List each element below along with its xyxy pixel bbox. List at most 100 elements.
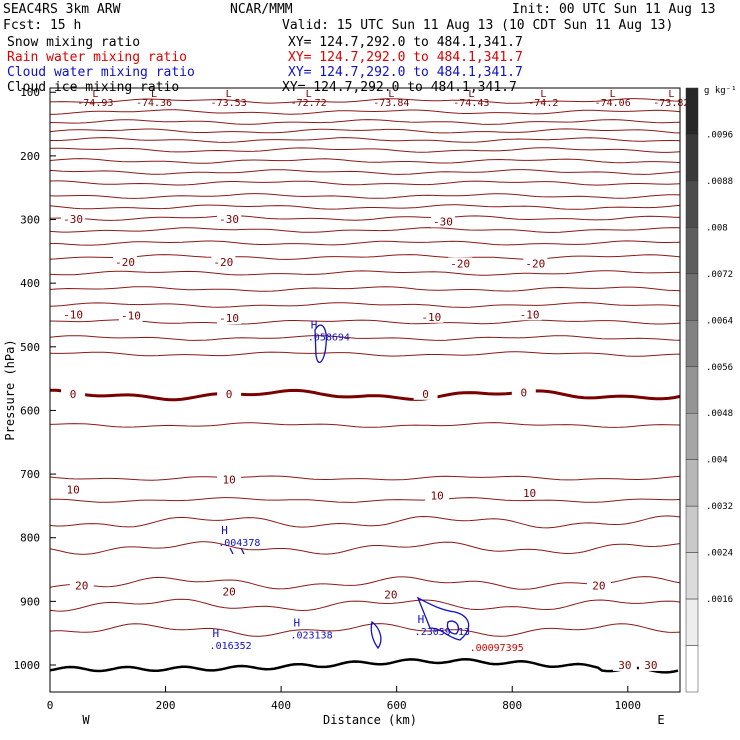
y-tick-label: 800 — [20, 532, 40, 545]
contour-label: -20 — [213, 256, 233, 269]
contour-label: 10 — [222, 474, 235, 487]
low-marker: L — [388, 89, 394, 100]
contour-label-bg — [217, 473, 242, 486]
terrain-line — [49, 658, 679, 674]
y-tick-label: 400 — [20, 277, 40, 290]
contour-label-bg — [586, 579, 611, 592]
field-label-cloud-water: Cloud water mixing ratio — [7, 65, 195, 80]
contour-label: 0 — [520, 387, 527, 400]
low-value: -73.84 — [373, 98, 409, 109]
colorbar-label: .0064 — [706, 316, 733, 326]
low-value: -74.93 — [77, 98, 113, 109]
low-marker: L — [306, 89, 312, 100]
contour-label-bg — [378, 588, 403, 601]
contour-label-bg — [69, 579, 94, 592]
low-marker: L — [540, 89, 546, 100]
temperature-contour — [49, 475, 681, 481]
colorbar-segment — [685, 552, 699, 600]
contour-label-bg — [425, 489, 450, 502]
x-tick-label: 400 — [271, 699, 291, 712]
temperature-contour — [49, 515, 681, 529]
cloud-water-contour — [370, 620, 382, 650]
cloud-water-contour — [416, 596, 470, 641]
contour-label: -30 — [433, 215, 453, 228]
low-value: -74.2 — [528, 98, 558, 109]
field-xy-snow: XY= 124.7,292.0 to 484.1,341.7 — [288, 35, 523, 50]
init-time: Init: 00 UTC Sun 11 Aug 13 — [512, 2, 716, 17]
contour-label-bg — [217, 312, 242, 325]
maximum-value: .016352 — [210, 641, 252, 652]
contour-label-bg — [211, 256, 236, 269]
low-marker: L — [151, 89, 157, 100]
contour-label: -20 — [450, 257, 470, 270]
colorbar-segment — [685, 459, 699, 507]
terrain-surface — [49, 658, 679, 674]
maximum-marker: H — [418, 613, 425, 626]
x-tick-label: 0 — [47, 699, 54, 712]
temperature-contour — [49, 541, 681, 555]
contour-label-bg — [430, 215, 455, 228]
contour-label-bg — [217, 387, 242, 400]
contour-label: -10 — [121, 310, 141, 323]
temperature-contour — [49, 576, 681, 590]
temperature-contour — [49, 193, 681, 199]
y-tick-label: 900 — [20, 595, 40, 608]
freezing-level-contour — [49, 388, 681, 402]
contour-label: 0 — [226, 388, 233, 401]
y-tick-label: 200 — [20, 150, 40, 163]
low-value: -73.53 — [211, 98, 247, 109]
contour-label: 20 — [592, 579, 605, 592]
temperature-contour — [49, 147, 681, 153]
colorbar-segment — [685, 134, 699, 182]
field-xy-rain: XY= 124.7,292.0 to 484.1,341.7 — [288, 50, 523, 65]
contour-label: 10 — [523, 487, 536, 500]
temperature-contour — [49, 240, 681, 246]
x-tick-label: 600 — [387, 699, 407, 712]
low-marker: L — [610, 89, 616, 100]
maximum-marker: H — [221, 524, 228, 537]
colorbar-label: .0048 — [706, 409, 733, 419]
colorbar-label: .0032 — [706, 502, 733, 512]
colorbar-segment — [685, 645, 699, 693]
temperature-contours — [49, 98, 681, 637]
contour-label-bg — [217, 212, 242, 225]
contour-label-bg — [612, 658, 637, 671]
temperature-contour — [49, 180, 681, 186]
contour-label: 20 — [75, 579, 88, 592]
low-marker: L — [668, 89, 674, 100]
temperature-contour — [49, 158, 681, 164]
x-tick-label: 200 — [156, 699, 176, 712]
contour-label: -10 — [520, 308, 540, 321]
maximum-value: .004378 — [218, 538, 260, 549]
cloud-water-contours — [229, 324, 470, 650]
contour-label-bg — [61, 308, 86, 321]
colorbar-label: .0096 — [706, 130, 733, 140]
contour-label-bg — [113, 256, 138, 269]
low-value: -74.36 — [136, 98, 172, 109]
contour-label-bg — [511, 386, 536, 399]
temperature-contour — [49, 128, 681, 134]
temperature-contour — [49, 319, 681, 325]
colorbar-segment — [685, 412, 699, 460]
colorbar-segment — [685, 366, 699, 414]
colorbar-label: .0056 — [706, 363, 733, 373]
colorbar-label: .0024 — [706, 549, 733, 559]
contour-label-bg — [517, 308, 542, 321]
contour-label: 0 — [70, 388, 77, 401]
org-label: NCAR/MMM — [230, 2, 293, 17]
colorbar-segment — [685, 87, 699, 135]
temperature-contour — [49, 270, 680, 276]
y-axis-title: Pressure (hPa) — [3, 339, 17, 440]
contour-label-bg — [118, 309, 143, 322]
y-tick-label: 100 — [20, 86, 40, 99]
contour-label-bg — [61, 212, 86, 225]
plot-frame — [49, 87, 681, 693]
contour-label: -30 — [63, 213, 83, 226]
colorbar-label: .0088 — [706, 177, 733, 187]
contour-label: 0 — [422, 388, 429, 401]
west-label: W — [82, 713, 90, 727]
temperature-contour — [49, 598, 681, 612]
contour-label-bg — [448, 257, 473, 270]
temperature-contour — [49, 286, 681, 292]
